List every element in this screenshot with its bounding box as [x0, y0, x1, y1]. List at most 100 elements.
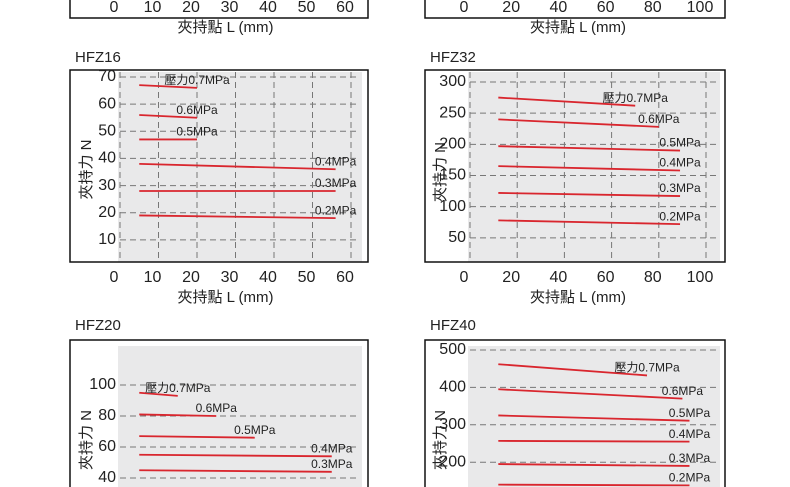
- x-tick-label: 60: [336, 0, 354, 16]
- series-label: 0.6MPa: [196, 401, 238, 415]
- pressure-line: [139, 162, 336, 171]
- x-tick-label: 20: [502, 0, 520, 16]
- series-label: 0.3MPa: [315, 176, 357, 190]
- series-label: 壓力0.7MPa: [614, 361, 680, 375]
- x-tick-label: 40: [259, 269, 277, 286]
- x-tick-label: 60: [597, 0, 615, 16]
- x-tick-label: 0: [110, 0, 119, 16]
- pressure-line: [498, 483, 690, 487]
- pressure-line: [139, 84, 198, 89]
- x-axis-label: 夾持點 L (mm): [177, 19, 273, 36]
- y-tick-label: 60: [98, 95, 116, 112]
- y-tick-label: 300: [439, 416, 466, 433]
- pressure-line: [139, 469, 332, 473]
- y-tick-label: 500: [439, 341, 466, 358]
- y-axis-label: 夾持力 N: [78, 139, 95, 199]
- series-label: 0.4MPa: [669, 427, 711, 441]
- panel-frame: [69, 0, 369, 19]
- x-tick-label: 20: [182, 269, 200, 286]
- series-label: 0.4MPa: [311, 441, 353, 455]
- y-axis-label: 夾持力 N: [432, 142, 449, 202]
- x-tick-label: 60: [597, 269, 615, 286]
- y-axis-label: 夾持力 N: [78, 410, 95, 470]
- y-tick-label: 250: [439, 104, 466, 121]
- chart-title: HFZ40: [430, 317, 476, 334]
- x-tick-label: 30: [221, 0, 239, 16]
- pressure-line: [139, 391, 178, 397]
- pressure-line: [498, 463, 690, 467]
- pressure-line: [498, 363, 648, 377]
- y-tick-label: 10: [98, 231, 116, 248]
- x-tick-label: 0: [460, 269, 469, 286]
- series-label: 0.2MPa: [669, 471, 711, 485]
- pressure-line: [139, 214, 336, 220]
- series-label: 0.6MPa: [638, 112, 680, 126]
- y-tick-label: 100: [439, 198, 466, 215]
- series-label: 壓力0.7MPa: [164, 73, 230, 87]
- y-tick-label: 300: [439, 73, 466, 90]
- x-tick-label: 40: [550, 269, 568, 286]
- series-label: 0.2MPa: [315, 203, 357, 217]
- pressure-line: [139, 435, 255, 439]
- y-tick-label: 50: [98, 123, 116, 140]
- x-tick-label: 10: [144, 0, 162, 16]
- x-tick-label: 40: [550, 0, 568, 16]
- series-label: 0.6MPa: [176, 103, 218, 117]
- panel-frame: [424, 69, 726, 263]
- y-axis-label: 夾持力 N: [432, 410, 449, 470]
- series-label: 0.5MPa: [234, 423, 276, 437]
- x-axis-label: 夾持點 L (mm): [530, 289, 626, 306]
- x-tick-label: 60: [336, 269, 354, 286]
- y-tick-label: 150: [439, 167, 466, 184]
- y-tick-label: 30: [98, 177, 116, 194]
- pressure-line: [498, 96, 636, 107]
- series-label: 0.3MPa: [311, 457, 353, 471]
- pressure-line: [139, 114, 198, 119]
- x-tick-label: 10: [144, 269, 162, 286]
- y-tick-label: 100: [89, 376, 116, 393]
- x-axis-label: 夾持點 L (mm): [530, 19, 626, 36]
- pressure-line: [498, 192, 681, 197]
- x-tick-label: 80: [644, 0, 662, 16]
- x-axis-label: 夾持點 L (mm): [177, 289, 273, 306]
- panel-frame: [424, 339, 726, 487]
- y-tick-label: 50: [448, 229, 466, 246]
- y-tick-label: 40: [98, 150, 116, 167]
- pressure-line: [139, 453, 332, 458]
- pressure-line: [498, 165, 681, 172]
- pressure-line: [139, 413, 217, 417]
- x-tick-label: 20: [182, 0, 200, 16]
- series-label: 0.5MPa: [176, 125, 218, 139]
- x-tick-label: 100: [687, 0, 714, 16]
- pressure-line: [498, 219, 681, 226]
- series-label: 壓力0.7MPa: [145, 381, 211, 395]
- x-tick-label: 0: [110, 269, 119, 286]
- x-tick-label: 0: [460, 0, 469, 16]
- y-tick-label: 40: [98, 469, 116, 486]
- x-tick-label: 100: [687, 269, 714, 286]
- y-tick-label: 200: [439, 136, 466, 153]
- pressure-line: [498, 439, 690, 443]
- series-label: 壓力0.7MPa: [603, 91, 669, 105]
- y-tick-label: 400: [439, 379, 466, 396]
- panel-frame: [69, 69, 369, 263]
- x-tick-label: 50: [298, 0, 316, 16]
- chart-title: HFZ20: [75, 317, 121, 334]
- chart-title: HFZ32: [430, 49, 476, 66]
- x-tick-label: 50: [298, 269, 316, 286]
- series-label: 0.3MPa: [669, 451, 711, 465]
- pressure-line: [498, 145, 681, 152]
- series-label: 0.4MPa: [659, 156, 701, 170]
- panel-frame: [69, 339, 369, 487]
- x-tick-label: 20: [502, 269, 520, 286]
- y-tick-label: 20: [98, 204, 116, 221]
- x-tick-label: 30: [221, 269, 239, 286]
- y-tick-label: 80: [98, 407, 116, 424]
- series-label: 0.3MPa: [659, 181, 701, 195]
- pressure-line: [498, 118, 659, 128]
- pressure-line: [498, 414, 690, 422]
- y-tick-label: 200: [439, 453, 466, 470]
- panel-frame: [424, 0, 726, 19]
- y-tick-label: 60: [98, 438, 116, 455]
